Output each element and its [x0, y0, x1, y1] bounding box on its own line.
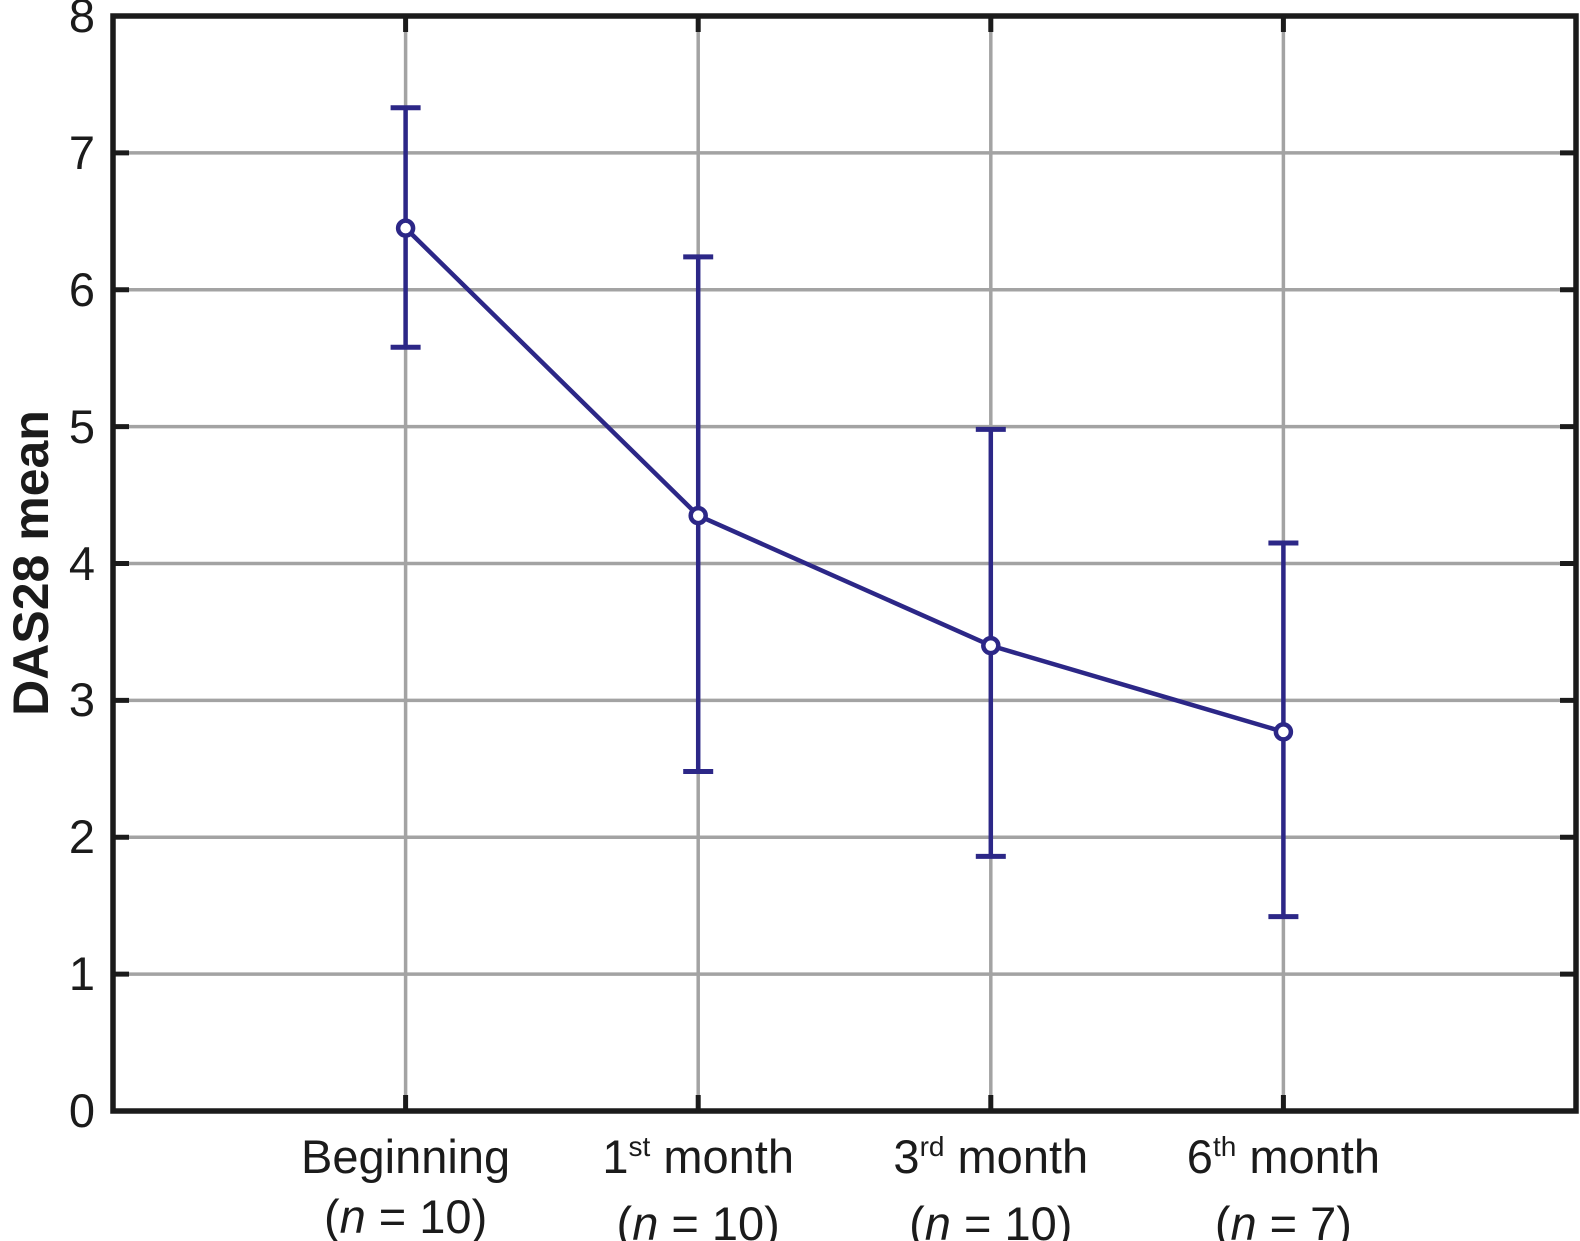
category-name: 1st month	[468, 1128, 928, 1193]
mean-marker	[981, 635, 1001, 656]
category-base: 6	[1186, 1130, 1213, 1183]
category-word: month	[1236, 1130, 1380, 1183]
mean-line	[404, 226, 1285, 735]
x-category-label: 3rd month (n = 10)	[761, 1128, 1221, 1241]
x-category-label: 6th month (n = 7)	[1053, 1128, 1513, 1241]
category-word: month	[944, 1130, 1089, 1183]
category-word: month	[650, 1130, 794, 1183]
y-tick-label: 1	[68, 947, 95, 1001]
category-base: Beginning	[301, 1130, 511, 1183]
y-axis-label: DAS28 mean	[3, 410, 59, 716]
paren-open: (	[616, 1197, 633, 1241]
y-tick-label: 6	[68, 262, 95, 316]
category-name: Beginning	[176, 1128, 636, 1186]
n-symbol: n	[924, 1197, 951, 1241]
y-tick-label: 0	[68, 1084, 95, 1137]
category-base: 3	[893, 1130, 920, 1183]
y-tick-label: 5	[68, 399, 95, 453]
paren-open: (	[323, 1190, 340, 1241]
y-tick-label: 7	[68, 125, 95, 179]
category-sample-size: (n = 10)	[761, 1195, 1221, 1241]
n-value: = 10)	[950, 1197, 1073, 1241]
y-tick-label: 2	[68, 810, 95, 864]
y-tick-label: 4	[68, 536, 95, 590]
category-name: 3rd month	[761, 1128, 1221, 1193]
x-category-label: Beginning (n = 10)	[176, 1128, 636, 1241]
n-value: = 7)	[1256, 1197, 1352, 1241]
y-tick-label: 3	[68, 673, 95, 727]
category-sample-size: (n = 10)	[176, 1188, 636, 1241]
y-tick-label: 8	[68, 0, 95, 42]
mean-marker	[688, 505, 708, 526]
category-sample-size: (n = 10)	[468, 1195, 928, 1241]
category-sample-size: (n = 7)	[1053, 1195, 1513, 1241]
gridlines	[113, 14, 1576, 1113]
category-ordinal-suffix: rd	[919, 1131, 945, 1162]
paren-open: (	[1214, 1197, 1231, 1241]
mean-marker	[395, 218, 416, 238]
category-base: 1	[602, 1130, 629, 1183]
n-symbol: n	[339, 1190, 366, 1241]
category-name: 6th month	[1053, 1128, 1513, 1193]
x-category-label: 1st month (n = 10)	[468, 1128, 928, 1241]
n-value: = 10)	[365, 1190, 488, 1241]
category-ordinal-suffix: st	[628, 1131, 651, 1162]
n-symbol: n	[632, 1197, 659, 1241]
category-ordinal-suffix: th	[1212, 1131, 1237, 1162]
n-value: = 10)	[658, 1197, 780, 1241]
series-line-and-errorbars	[390, 105, 1299, 920]
mean-marker	[1273, 722, 1294, 742]
axis-ticks	[113, 13, 1576, 1114]
paren-open: (	[909, 1197, 925, 1241]
n-symbol: n	[1230, 1197, 1257, 1241]
